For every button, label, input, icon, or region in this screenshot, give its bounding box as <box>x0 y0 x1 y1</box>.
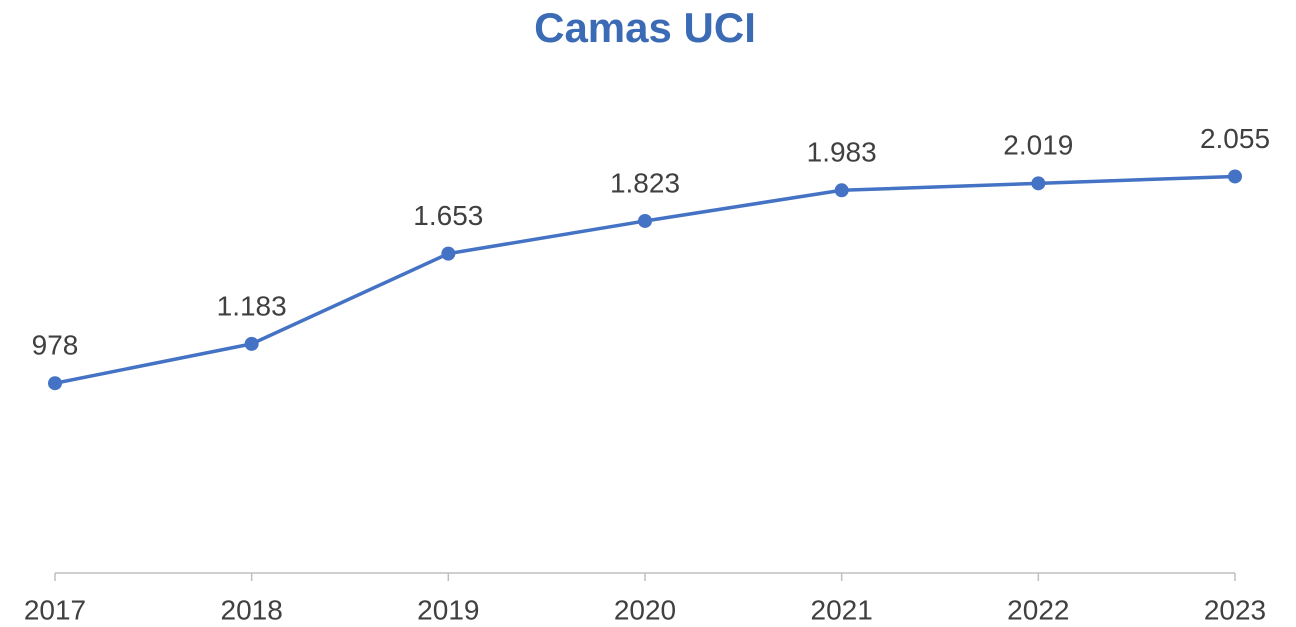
point <box>48 376 62 391</box>
point <box>1228 169 1242 184</box>
x-tick-label: 2019 <box>417 594 479 625</box>
data-label: 1.183 <box>217 290 287 321</box>
point <box>834 183 849 198</box>
data-label: 2.055 <box>1200 123 1270 154</box>
x-tick-label: 2022 <box>1007 594 1069 625</box>
point <box>638 213 652 228</box>
x-tick-label: 2023 <box>1204 594 1266 625</box>
point <box>441 246 456 261</box>
data-label: 1.653 <box>413 200 483 231</box>
data-label: 1.823 <box>610 167 680 198</box>
point <box>244 336 259 351</box>
point <box>1031 176 1046 191</box>
x-tick-label: 2017 <box>24 594 86 625</box>
data-label: 1.983 <box>807 137 877 168</box>
chart-title: Camas UCI <box>534 4 756 51</box>
line <box>54 174 1236 385</box>
data-label: 978 <box>32 330 79 361</box>
x-tick-label: 2018 <box>221 594 283 625</box>
x-tick-label: 2020 <box>614 594 676 625</box>
x-tick-label: 2021 <box>811 594 873 625</box>
data-label: 2.019 <box>1003 130 1073 161</box>
